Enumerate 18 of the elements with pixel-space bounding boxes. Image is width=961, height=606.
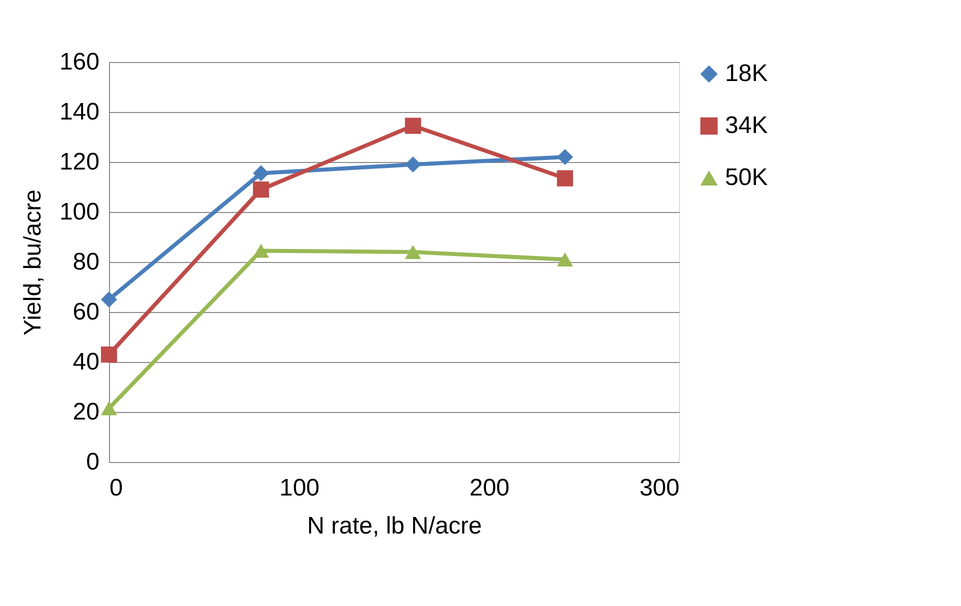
- y-tick-label: 0: [86, 448, 100, 476]
- y-tick-label: 60: [72, 298, 100, 326]
- legend-label: 50K: [725, 164, 768, 191]
- legend-label: 34K: [725, 112, 768, 139]
- y-tick-label: 120: [59, 148, 100, 176]
- y-tick-label: 40: [72, 348, 100, 376]
- y-axis-title: Yield, bu/acre: [19, 190, 46, 336]
- legend-label: 18K: [725, 60, 768, 87]
- x-tick-label: 0: [110, 474, 123, 502]
- y-tick-label: 80: [72, 248, 100, 276]
- x-axis-title: N rate, lb N/acre: [307, 512, 482, 540]
- x-tick-label: 300: [639, 474, 680, 502]
- y-tick-label: 20: [72, 398, 100, 426]
- x-tick-label: 100: [279, 474, 320, 502]
- x-tick-label: 200: [469, 474, 510, 502]
- y-tick-label: 140: [59, 98, 100, 126]
- y-tick-label: 160: [59, 48, 100, 76]
- y-tick-label: 100: [59, 198, 100, 226]
